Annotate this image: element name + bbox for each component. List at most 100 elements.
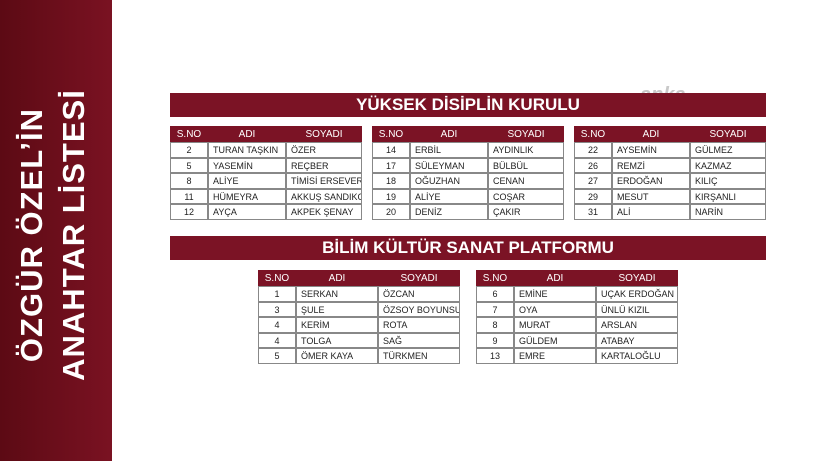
section-title: YÜKSEK DİSİPLİN KURULU [170, 93, 766, 117]
table-cell: ALİYE [208, 173, 286, 189]
table: S.NO ADI SOYADI 6 EMİNE UÇAK ERDOĞAN 7 OYA ÜNLÜ … [476, 270, 678, 364]
table-cell: OYA [514, 301, 596, 318]
table-cell: ALİYE [410, 188, 488, 205]
table-row: 8 MURAT ARSLAN [476, 317, 678, 333]
table-cell: CENAN [488, 173, 564, 189]
header-cell: S.NO [258, 270, 296, 286]
table-cell: MURAT [514, 317, 596, 333]
table-cell: TOLGA [296, 332, 378, 349]
table-cell: 6 [476, 286, 514, 302]
table-row: 9 GÜLDEM ATABAY [476, 332, 678, 349]
table-cell: COŞAR [488, 188, 564, 205]
table-row: 11 HÜMEYRA AKKUŞ SANDIKCI [170, 188, 362, 205]
table-cell: 31 [574, 204, 612, 220]
header-cell: S.NO [476, 270, 514, 286]
table-cell: AYÇA [208, 204, 286, 220]
table-cell: SERKAN [296, 286, 378, 302]
table-cell: ÖZSOY BOYUNSUZ [378, 301, 460, 318]
table-row: 17 SÜLEYMAN BÜLBÜL [372, 157, 564, 174]
table-cell: ARSLAN [596, 317, 678, 333]
table-cell: ÜNLÜ KIZIL [596, 301, 678, 318]
table-cell: 1 [258, 286, 296, 302]
table-cell: SÜLEYMAN [410, 157, 488, 174]
table-cell: ÖMER KAYA [296, 348, 378, 364]
table-cell: YASEMİN [208, 157, 286, 174]
table-cell: TÜRKMEN [378, 348, 460, 364]
table-row: 20 DENİZ ÇAKIR [372, 204, 564, 220]
table-cell: 14 [372, 142, 410, 158]
table: S.NO ADI SOYADI 2 TURAN TAŞKIN ÖZER 5 YASEMİN RE… [170, 126, 362, 220]
header-cell: SOYADI [378, 270, 460, 286]
table-cell: BÜLBÜL [488, 157, 564, 174]
table: S.NO ADI SOYADI 22 AYSEMİN GÜLMEZ 26 REMZİ KAZMA… [574, 126, 766, 220]
table-cell: 18 [372, 173, 410, 189]
table-row: 1 SERKAN ÖZCAN [258, 286, 460, 302]
table-cell: TURAN TAŞKIN [208, 142, 286, 158]
table-cell: 9 [476, 332, 514, 349]
table-row: 31 ALİ NARİN [574, 204, 766, 220]
table-row: 18 OĞUZHAN CENAN [372, 173, 564, 189]
table-cell: 27 [574, 173, 612, 189]
table-row: 27 ERDOĞAN KILIÇ [574, 173, 766, 189]
table-row: 19 ALİYE COŞAR [372, 188, 564, 205]
table-cell: AKKUŞ SANDIKCI [286, 188, 362, 205]
table-row: 22 AYSEMİN GÜLMEZ [574, 142, 766, 158]
table-cell: AKPEK ŞENAY [286, 204, 362, 220]
header-row: S.NO ADI SOYADI [372, 126, 564, 142]
table-cell: 22 [574, 142, 612, 158]
table-cell: DENİZ [410, 204, 488, 220]
table-cell: 19 [372, 188, 410, 205]
table-row: 5 ÖMER KAYA TÜRKMEN [258, 348, 460, 364]
sidebar-line: ANAHTAR LİSTESİ [56, 89, 91, 381]
table-cell: KARTALOĞLU [596, 348, 678, 364]
table-row: 5 YASEMİN REÇBER [170, 157, 362, 174]
table-cell: ATABAY [596, 332, 678, 349]
table-cell: KILIÇ [690, 173, 766, 189]
table-cell: ERBİL [410, 142, 488, 158]
table-cell: KERİM [296, 317, 378, 333]
table-cell: 29 [574, 188, 612, 205]
table-row: 6 EMİNE UÇAK ERDOĞAN [476, 286, 678, 302]
table-cell: GÜLMEZ [690, 142, 766, 158]
header-cell: S.NO [574, 126, 612, 142]
table-cell: 7 [476, 301, 514, 318]
table-row: 12 AYÇA AKPEK ŞENAY [170, 204, 362, 220]
table-cell: AYDINLIK [488, 142, 564, 158]
table-cell: REÇBER [286, 157, 362, 174]
table-cell: TİMİSİ ERSEVER [286, 173, 362, 189]
header-cell: ADI [514, 270, 596, 286]
table-cell: OĞUZHAN [410, 173, 488, 189]
header-cell: SOYADI [488, 126, 564, 142]
header-cell: SOYADI [690, 126, 766, 142]
table-cell: 20 [372, 204, 410, 220]
table-cell: AYSEMİN [612, 142, 690, 158]
table-cell: 4 [258, 317, 296, 333]
header-row: S.NO ADI SOYADI [170, 126, 362, 142]
table-cell: KAZMAZ [690, 157, 766, 174]
table-row: 7 OYA ÜNLÜ KIZIL [476, 301, 678, 318]
header-cell: ADI [296, 270, 378, 286]
table-row: 4 KERİM ROTA [258, 317, 460, 333]
table-cell: ERDOĞAN [612, 173, 690, 189]
table-cell: REMZİ [612, 157, 690, 174]
table-cell: ÖZER [286, 142, 362, 158]
table-cell: ALİ [612, 204, 690, 220]
header-cell: S.NO [170, 126, 208, 142]
table-row: 26 REMZİ KAZMAZ [574, 157, 766, 174]
sidebar-line: ÖZGÜR ÖZEL’İN [14, 107, 49, 363]
table: S.NO ADI SOYADI 1 SERKAN ÖZCAN 3 ŞULE ÖZSOY BOYU… [258, 270, 460, 364]
table-cell: UÇAK ERDOĞAN [596, 286, 678, 302]
table-cell: ÇAKIR [488, 204, 564, 220]
table-cell: GÜLDEM [514, 332, 596, 349]
table-cell: 3 [258, 301, 296, 318]
table-cell: 17 [372, 157, 410, 174]
table-cell: ROTA [378, 317, 460, 333]
table-cell: EMRE [514, 348, 596, 364]
table-cell: HÜMEYRA [208, 188, 286, 205]
table-cell: MESUT [612, 188, 690, 205]
header-cell: ADI [612, 126, 690, 142]
table-cell: 2 [170, 142, 208, 158]
sidebar-title: ÖZGÜR ÖZEL’İN ANAHTAR LİSTESİ [11, 45, 101, 425]
header-cell: ADI [208, 126, 286, 142]
